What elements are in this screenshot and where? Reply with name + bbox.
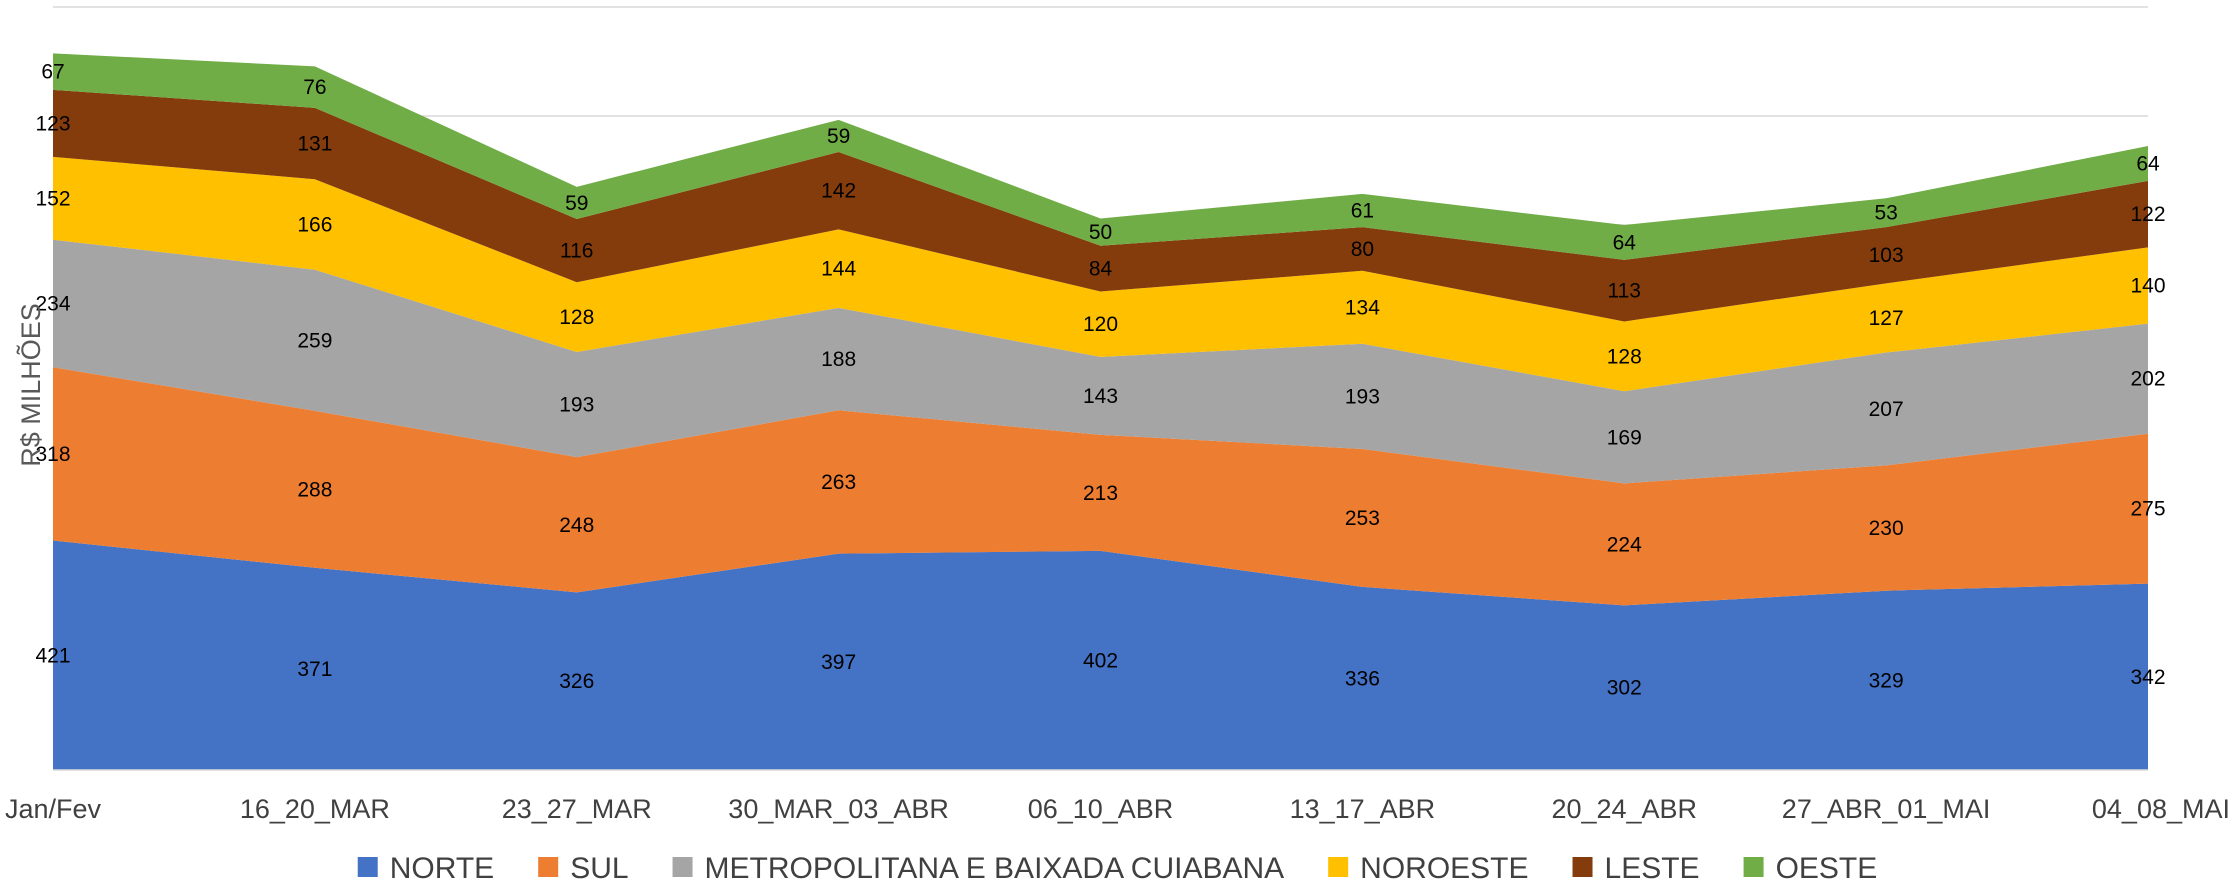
data-label-leste: 84	[1089, 258, 1113, 281]
x-tick-label: 04_08_MAI	[2092, 794, 2230, 824]
data-label-oeste: 76	[303, 76, 326, 99]
data-label-metropolitana-e-baixada-cuiabana: 207	[1869, 398, 1904, 421]
x-tick-label: 20_24_ABR	[1551, 794, 1697, 824]
x-tick-label: Jan/Fev	[5, 794, 102, 824]
data-label-leste: 142	[821, 180, 856, 203]
x-tick-label: 16_20_MAR	[240, 794, 390, 824]
data-labels: 421 371 326 397 402 336 302 329 342 318 288 248 263 2…	[35, 61, 2165, 700]
data-label-norte: 302	[1607, 677, 1642, 700]
data-label-sul: 253	[1345, 507, 1380, 530]
data-label-noroeste: 144	[821, 258, 856, 281]
data-label-oeste: 59	[565, 192, 588, 215]
legend-label-oeste: OESTE	[1776, 852, 1878, 885]
legend-swatch-norte	[357, 857, 378, 877]
area-noroeste	[53, 156, 2148, 392]
data-label-sul: 288	[297, 478, 332, 501]
data-label-metropolitana-e-baixada-cuiabana: 202	[2130, 368, 2165, 391]
legend-label-sul: SUL	[570, 852, 628, 885]
data-label-noroeste: 152	[35, 187, 70, 210]
data-label-noroeste: 166	[297, 213, 332, 236]
data-label-oeste: 67	[41, 61, 64, 84]
legend-label-leste: LESTE	[1605, 852, 1700, 885]
area-metropolitana-e-baixada-cuiabana	[53, 239, 2148, 484]
legend-label-norte: NORTE	[390, 852, 494, 885]
data-label-metropolitana-e-baixada-cuiabana: 234	[35, 292, 70, 315]
data-label-metropolitana-e-baixada-cuiabana: 193	[1345, 385, 1380, 408]
x-tick-label: 27_ABR_01_MAI	[1782, 794, 1991, 824]
legend-swatch-leste	[1572, 857, 1593, 877]
data-label-norte: 329	[1869, 669, 1904, 692]
data-label-noroeste: 120	[1083, 313, 1118, 336]
legend-swatch-metropolitana-e-baixada-cuiabana	[672, 857, 693, 877]
data-label-leste: 113	[1608, 280, 1641, 303]
data-label-leste: 122	[2130, 203, 2165, 226]
data-label-noroeste: 128	[559, 306, 594, 329]
data-label-noroeste: 134	[1345, 296, 1380, 319]
data-label-oeste: 64	[2136, 152, 2160, 175]
legend-label-noroeste: NOROESTE	[1360, 852, 1528, 885]
data-label-leste: 103	[1869, 244, 1904, 267]
area-leste	[53, 89, 2148, 322]
data-label-norte: 326	[559, 670, 594, 693]
legend: NORTE SUL METROPOLITANA E BAIXADA CUIABANA…	[357, 852, 1878, 885]
area-oeste	[53, 53, 2148, 260]
data-label-metropolitana-e-baixada-cuiabana: 188	[821, 348, 856, 371]
area-sul	[53, 367, 2148, 606]
data-label-metropolitana-e-baixada-cuiabana: 193	[559, 394, 594, 417]
data-label-sul: 213	[1083, 482, 1118, 505]
legend-swatch-noroeste	[1328, 857, 1349, 877]
legend-swatch-oeste	[1743, 857, 1764, 877]
data-label-metropolitana-e-baixada-cuiabana: 259	[297, 329, 332, 352]
x-tick-label: 06_10_ABR	[1028, 794, 1174, 824]
data-label-norte: 371	[297, 658, 332, 681]
area-series	[53, 53, 2148, 770]
y-axis-label: R$ MILHÕES	[15, 303, 46, 467]
x-tick-label: 23_27_MAR	[502, 794, 652, 824]
data-label-oeste: 64	[1613, 231, 1637, 254]
x-axis: Jan/Fev 16_20_MAR 23_27_MAR 30_MAR_03_ABR 06…	[5, 769, 2230, 824]
data-label-sul: 224	[1607, 533, 1642, 556]
x-tick-label: 30_MAR_03_ABR	[728, 794, 949, 824]
data-label-sul: 230	[1869, 517, 1904, 540]
legend-label-metropolitana-e-baixada-cuiabana: METROPOLITANA E BAIXADA CUIABANA	[705, 852, 1285, 885]
data-label-metropolitana-e-baixada-cuiabana: 143	[1083, 385, 1118, 408]
data-label-noroeste: 140	[2130, 274, 2165, 297]
data-label-norte: 421	[35, 644, 70, 667]
data-label-sul: 318	[35, 443, 70, 466]
data-label-noroeste: 127	[1869, 307, 1904, 330]
data-label-sul: 275	[2130, 498, 2165, 521]
data-label-oeste: 61	[1351, 200, 1374, 223]
data-label-norte: 336	[1345, 667, 1380, 690]
legend-swatch-sul	[538, 857, 559, 877]
area-norte	[53, 540, 2148, 770]
data-label-sul: 263	[821, 471, 856, 494]
data-label-leste: 131	[297, 133, 332, 156]
data-label-sul: 248	[559, 514, 594, 537]
data-label-norte: 402	[1083, 649, 1118, 672]
data-label-leste: 123	[35, 112, 70, 135]
data-label-norte: 397	[821, 651, 856, 674]
data-label-norte: 342	[2130, 666, 2165, 689]
data-label-oeste: 59	[827, 125, 850, 148]
data-label-oeste: 53	[1874, 202, 1897, 225]
data-label-oeste: 50	[1089, 221, 1112, 244]
data-label-leste: 80	[1351, 238, 1374, 261]
data-label-noroeste: 128	[1607, 345, 1642, 368]
data-label-leste: 116	[560, 240, 593, 263]
x-tick-label: 13_17_ABR	[1290, 794, 1436, 824]
data-label-metropolitana-e-baixada-cuiabana: 169	[1607, 426, 1642, 449]
